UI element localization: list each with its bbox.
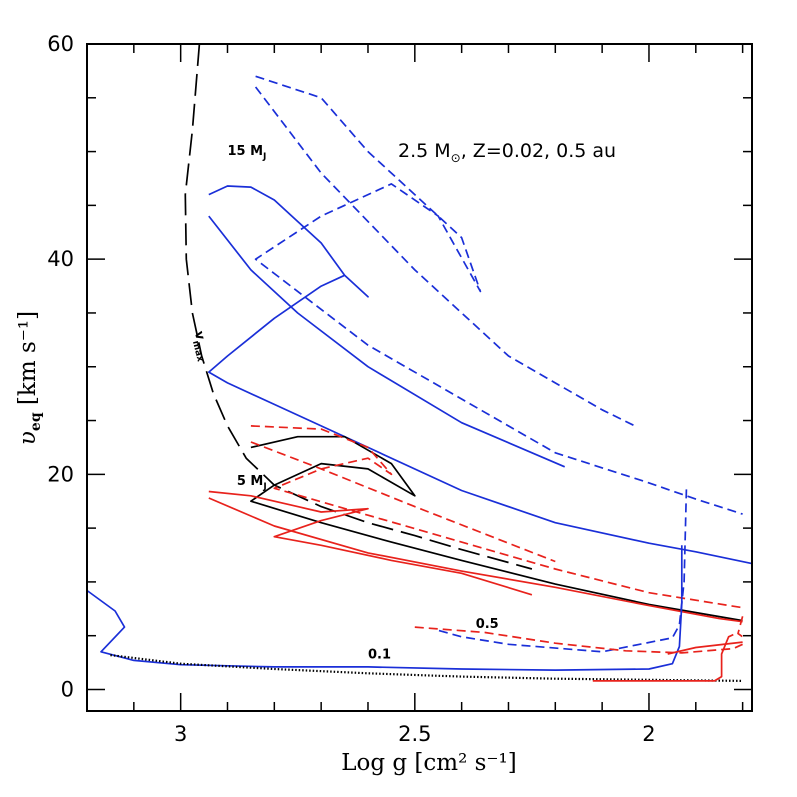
- x-axis-title: Log g [cm² s⁻¹]: [341, 750, 517, 776]
- series-line-4: [254, 86, 636, 427]
- annotation-5mj-sub: J: [262, 482, 266, 492]
- series-line-9: [250, 441, 556, 563]
- series-line-7: [208, 497, 743, 623]
- tick-label-group: 0 20 40 60 3 2.5 2: [47, 32, 655, 746]
- y-axis-subscript: eq: [28, 412, 44, 431]
- annotation-0-5: 0.5: [476, 617, 499, 632]
- annotation-vmax: vmax: [188, 330, 213, 363]
- title-sun-symbol: ⊙: [451, 151, 461, 165]
- series-line-5: [250, 435, 743, 622]
- y-axis-symbol: υ: [15, 431, 41, 445]
- title-mass: 2.5 M: [398, 140, 451, 162]
- annotation-5mj: 5 MJ: [237, 474, 267, 492]
- annotation-layer: 15 MJ 5 MJ 0.5 0.1 vmax: [188, 144, 499, 662]
- title-rest: , Z=0.02, 0.5 au: [461, 140, 616, 162]
- series-layer: [86, 43, 753, 682]
- series-line-13: [592, 633, 734, 682]
- series-line-11: [437, 489, 688, 653]
- annotation-0-1: 0.1: [368, 647, 391, 662]
- y-tick-label: 0: [61, 677, 74, 701]
- series-line-8: [250, 425, 743, 609]
- annotation-5mj-text: 5 M: [237, 474, 264, 489]
- y-axis-title: υeq [km s⁻¹]: [15, 311, 44, 445]
- series-line-0: [184, 43, 533, 570]
- x-tick-label: 3: [174, 722, 187, 746]
- series-line-6: [208, 490, 533, 596]
- annotation-15mj-text: 15 M: [227, 144, 263, 159]
- series-line-15: [667, 641, 743, 655]
- ticks-layer: [86, 43, 752, 711]
- y-tick-label: 60: [47, 32, 74, 56]
- y-tick-label: 40: [47, 247, 74, 271]
- annotation-15mj: 15 MJ: [227, 144, 266, 162]
- y-axis-units: [km s⁻¹]: [15, 311, 41, 412]
- annotation-15mj-sub: J: [262, 152, 266, 162]
- x-tick-label: 2: [642, 722, 655, 746]
- series-line-1: [207, 185, 753, 565]
- annotation-vmax-sub: max: [190, 340, 205, 363]
- chart-title: 2.5 M⊙, Z=0.02, 0.5 au: [398, 140, 616, 165]
- y-tick-label: 20: [47, 462, 74, 486]
- series-line-16: [737, 616, 744, 638]
- series-line-2: [208, 215, 566, 468]
- x-tick-label: 2.5: [398, 722, 431, 746]
- series-line-3: [254, 75, 743, 515]
- plot-frame: [86, 43, 753, 712]
- series-line-14: [414, 626, 743, 654]
- series-line-12: [110, 654, 743, 682]
